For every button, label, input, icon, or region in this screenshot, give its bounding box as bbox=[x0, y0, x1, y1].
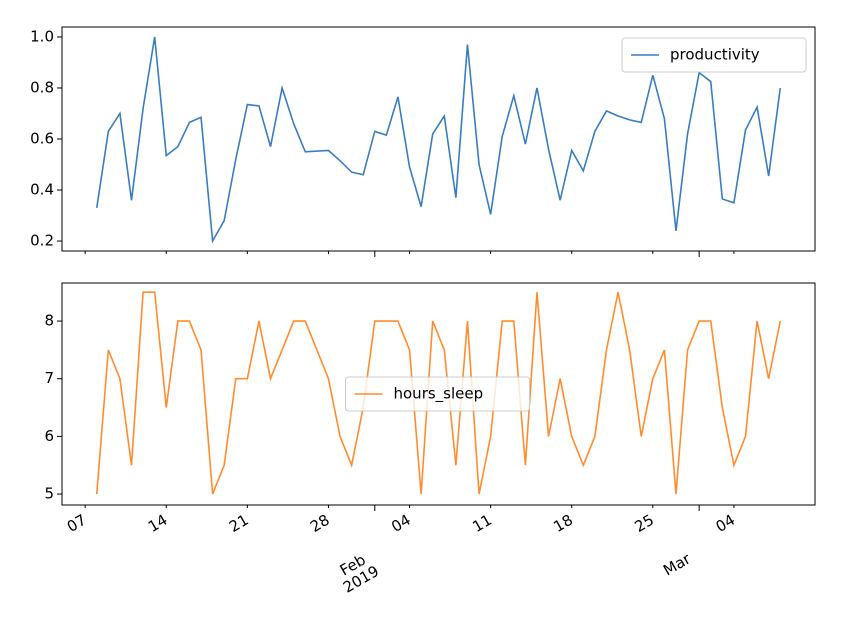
x-tick-label: 04 bbox=[713, 511, 739, 536]
y-tick-label: 7 bbox=[44, 369, 54, 387]
x-tick-label: 04 bbox=[388, 511, 414, 536]
x-tick-label: 18 bbox=[550, 511, 576, 536]
y-tick-label: 1.0 bbox=[30, 27, 54, 45]
series-line bbox=[95, 291, 782, 495]
y-tick-label: 0.8 bbox=[30, 78, 54, 96]
axes-frame bbox=[61, 26, 816, 252]
x-tick-label: Feb2019 bbox=[331, 547, 381, 596]
axes-frame bbox=[61, 282, 816, 506]
x-tick-label: 21 bbox=[226, 511, 252, 536]
legend: productivity bbox=[621, 37, 807, 73]
legend-label: hours_sleep bbox=[394, 385, 484, 404]
y-tick-label: 0.6 bbox=[30, 130, 54, 148]
x-tick-label: 11 bbox=[469, 511, 495, 536]
y-tick-label: 6 bbox=[44, 427, 54, 445]
y-tick-label: 5 bbox=[44, 485, 54, 503]
legend: hours_sleep bbox=[345, 376, 530, 412]
x-tick-label: 14 bbox=[145, 511, 171, 536]
x-tick-label: 07 bbox=[64, 511, 90, 536]
y-tick-label: 0.2 bbox=[30, 232, 54, 250]
legend-label: productivity bbox=[670, 46, 760, 64]
legend-box bbox=[621, 37, 807, 73]
x-tick-label: 28 bbox=[307, 511, 333, 536]
y-tick-label: 8 bbox=[44, 312, 54, 330]
x-tick-label: 25 bbox=[632, 511, 658, 536]
legend-box bbox=[345, 376, 530, 412]
y-tick-label: 0.4 bbox=[30, 181, 54, 199]
x-tick-label: Mar bbox=[660, 549, 694, 579]
series-line bbox=[95, 36, 782, 244]
